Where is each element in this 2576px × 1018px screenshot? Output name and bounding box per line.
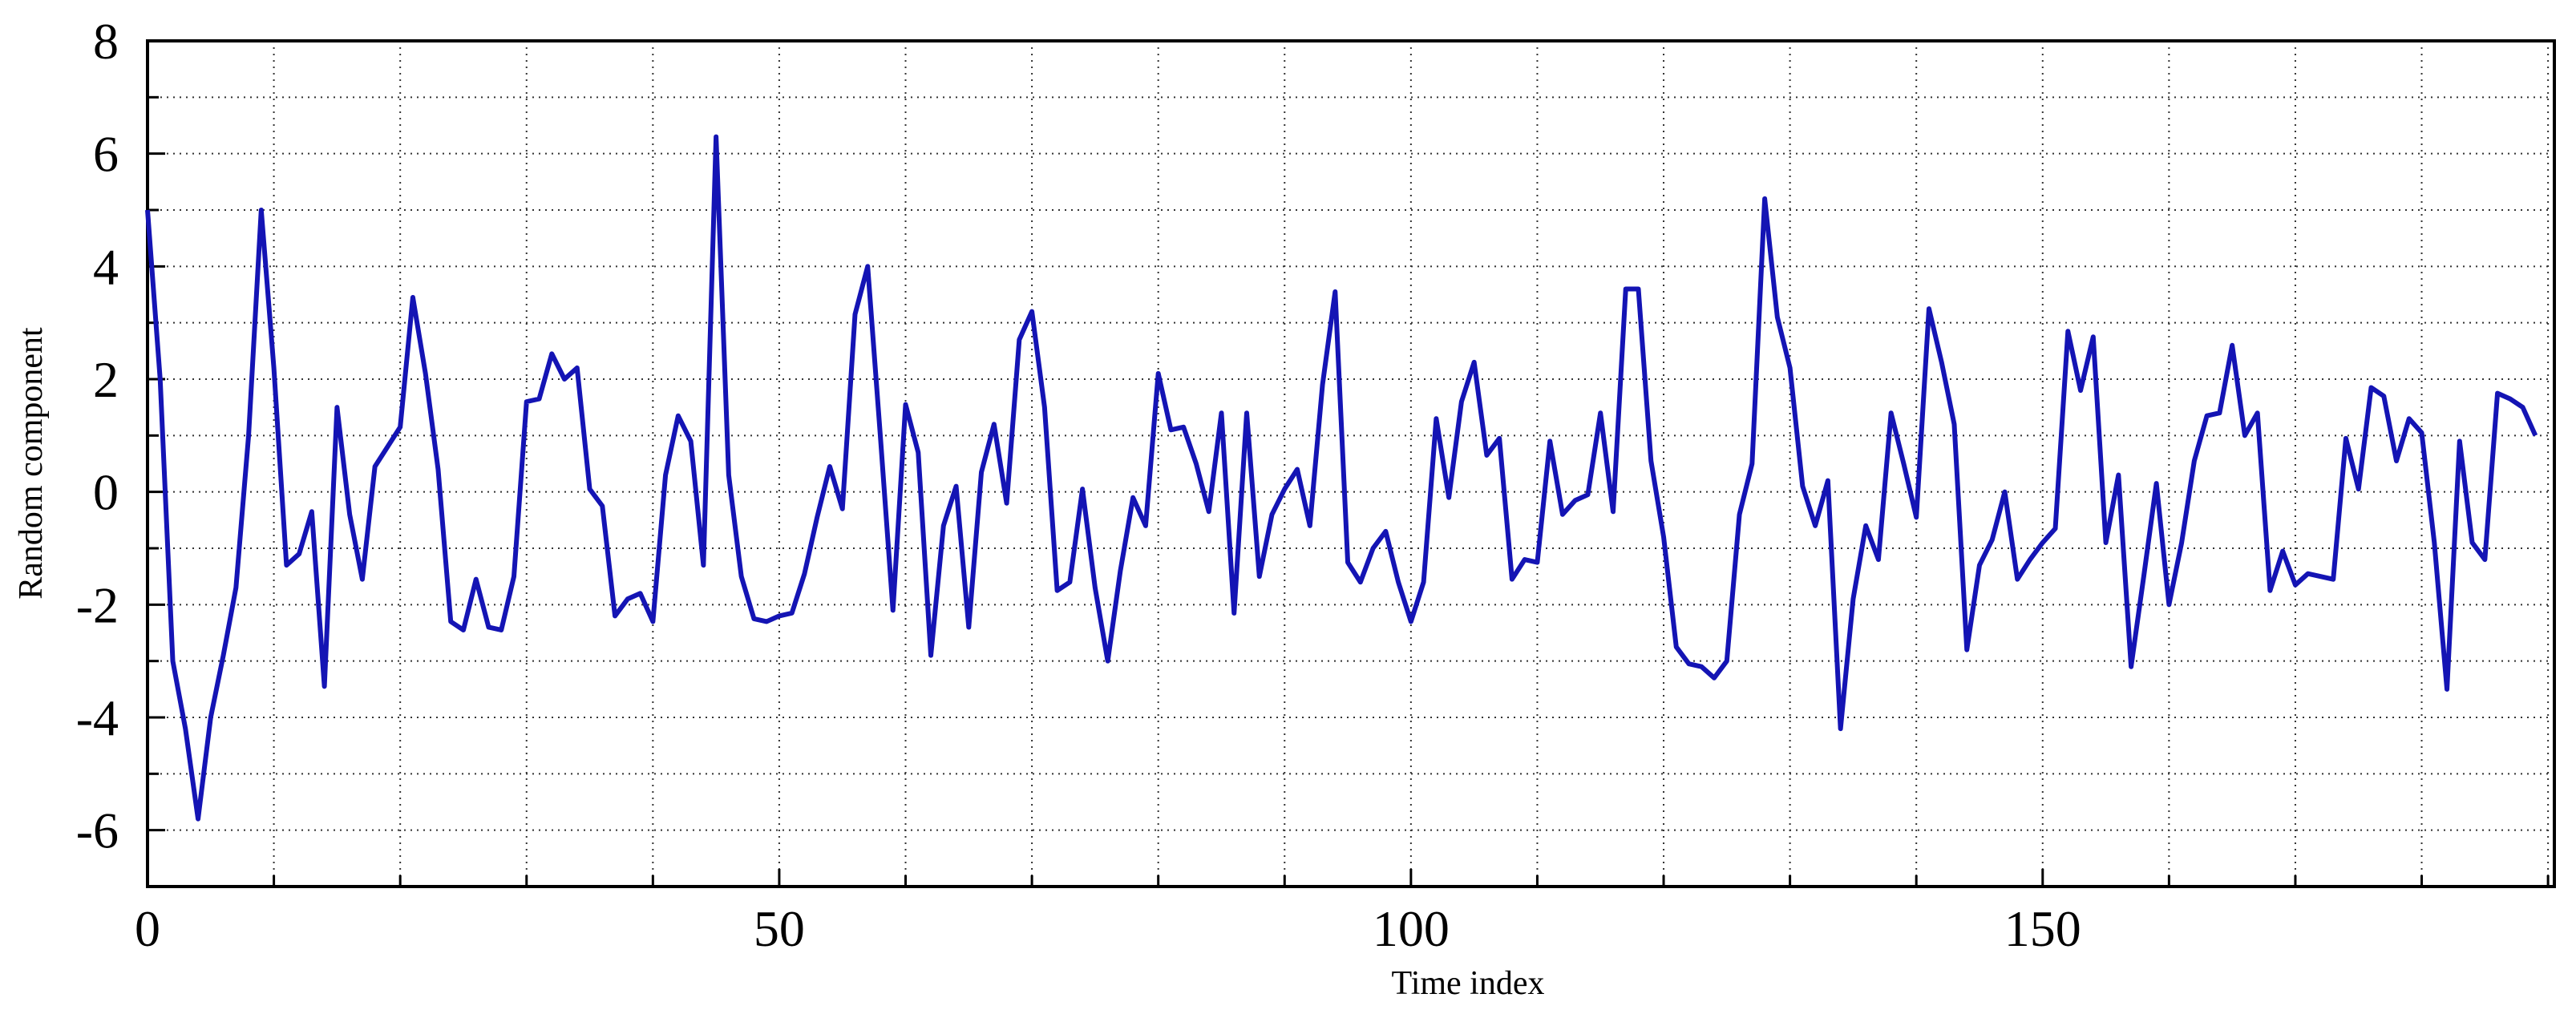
x-tick-label: 0 <box>135 900 160 957</box>
x-axis-label: Time index <box>1392 965 1545 1002</box>
data-line <box>145 134 2538 822</box>
x-tick-label: 150 <box>2004 900 2081 957</box>
y-tick-label: 4 <box>93 238 119 295</box>
x-tick-label: 50 <box>754 900 805 957</box>
x-tick-label: 100 <box>1373 900 1450 957</box>
y-tick-label: 6 <box>93 126 119 183</box>
plot-frame <box>146 39 2556 888</box>
y-axis-label: Random component <box>13 327 50 600</box>
y-tick-label: -4 <box>76 689 119 746</box>
y-tick-label: 2 <box>93 351 119 408</box>
y-tick-label: -2 <box>76 576 119 633</box>
y-tick-label: 0 <box>93 464 119 521</box>
y-tick-label: -6 <box>76 802 119 859</box>
y-tick-label: 8 <box>93 13 119 70</box>
